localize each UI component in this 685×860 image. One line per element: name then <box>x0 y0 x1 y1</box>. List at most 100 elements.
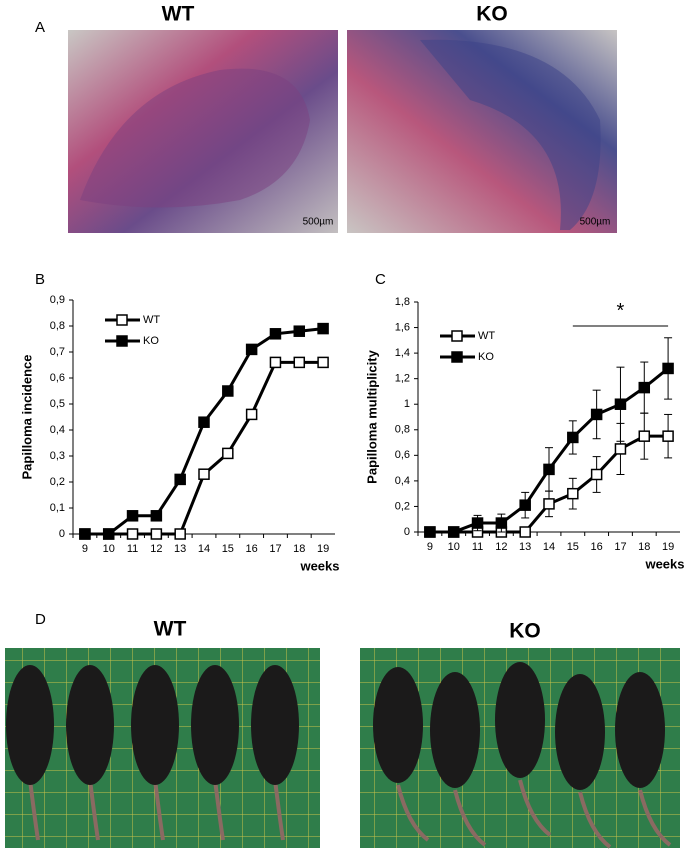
marker <box>590 468 603 481</box>
marker <box>150 528 163 540</box>
x-tick-label: 9 <box>82 543 88 555</box>
marker <box>79 528 91 540</box>
x-tick-label: 16 <box>591 541 603 553</box>
x-tick-label: 11 <box>127 543 138 555</box>
marker <box>245 343 258 356</box>
x-tick-label: 10 <box>448 541 460 553</box>
mouse <box>191 665 239 785</box>
marker <box>198 416 210 428</box>
legend-marker <box>451 351 463 363</box>
y-tick-label: 0 <box>59 528 65 540</box>
image-title: KO <box>476 3 508 26</box>
y-tick-label: 0,7 <box>50 346 65 358</box>
marker <box>543 498 555 510</box>
marker <box>638 430 651 442</box>
x-tick-label: 14 <box>543 541 555 553</box>
y-tick-label: 0,4 <box>50 424 65 436</box>
marker <box>245 408 258 421</box>
tail <box>453 789 487 847</box>
y-tick-label: 0,2 <box>50 476 65 488</box>
photo-title: WT <box>154 618 187 641</box>
marker <box>471 517 484 529</box>
marker <box>614 443 627 455</box>
marker <box>174 473 186 486</box>
marker <box>424 526 436 538</box>
marker <box>567 431 579 444</box>
x-tick-label: 18 <box>293 543 305 555</box>
y-tick-label: 0,8 <box>50 320 65 332</box>
y-tick-label: 1,6 <box>395 321 410 333</box>
mouse <box>615 672 665 788</box>
x-tick-label: 9 <box>427 541 433 553</box>
y-tick-label: 0,6 <box>395 449 410 461</box>
legend-marker <box>116 314 128 326</box>
tail <box>273 779 285 841</box>
x-tick-label: 19 <box>317 543 329 555</box>
y-tick-label: 1,4 <box>395 347 410 359</box>
marker <box>638 381 651 394</box>
annotation: * <box>617 300 625 322</box>
marker <box>102 528 115 540</box>
mouse <box>251 665 299 785</box>
tail <box>578 791 612 849</box>
x-tick-label: 11 <box>472 541 483 553</box>
x-tick-label: 17 <box>614 541 626 553</box>
x-tick-label: 15 <box>567 541 579 553</box>
marker <box>293 325 306 337</box>
y-tick-label: 0,1 <box>50 502 65 514</box>
x-tick-label: 13 <box>174 543 186 555</box>
tissue <box>420 39 601 230</box>
mouse <box>495 662 545 778</box>
x-tick-label: 16 <box>246 543 258 555</box>
marker <box>222 385 234 397</box>
tail <box>518 779 552 837</box>
marker <box>269 328 282 340</box>
x-tick-label: 10 <box>103 543 115 555</box>
x-axis-label: weeks <box>644 556 684 571</box>
y-tick-label: 0,5 <box>50 398 65 410</box>
marker <box>519 526 531 538</box>
panel-label: B <box>35 271 45 288</box>
marker <box>495 517 508 529</box>
x-tick-label: 15 <box>222 543 234 555</box>
x-tick-label: 19 <box>662 541 674 553</box>
marker <box>662 362 674 375</box>
marker <box>662 430 674 442</box>
tail <box>213 779 225 841</box>
x-tick-label: 12 <box>150 543 162 555</box>
marker <box>293 356 306 369</box>
tail <box>88 779 100 841</box>
tail <box>153 779 165 841</box>
y-tick-label: 0 <box>404 526 410 538</box>
marker <box>174 528 186 540</box>
panel-label: C <box>375 271 386 288</box>
y-tick-label: 1 <box>404 398 410 410</box>
y-axis-label: Papilloma incidence <box>19 355 34 480</box>
series-line <box>84 327 324 536</box>
marker <box>543 463 555 476</box>
scale-bar-label: 500µm <box>580 217 611 228</box>
marker <box>519 499 531 511</box>
tail <box>396 784 430 842</box>
legend-label: KO <box>143 335 159 347</box>
marker <box>198 468 210 480</box>
x-tick-label: 14 <box>198 543 210 555</box>
legend-label: WT <box>478 330 495 342</box>
y-tick-label: 0,4 <box>395 475 410 487</box>
mouse <box>555 674 605 790</box>
legend-marker <box>116 335 128 347</box>
legend-label: KO <box>478 351 494 363</box>
scale-bar-label: 500µm <box>303 217 334 228</box>
tissue <box>80 68 310 208</box>
mouse <box>131 665 179 785</box>
tail <box>28 779 40 841</box>
y-tick-label: 0,8 <box>395 424 410 436</box>
marker <box>614 398 627 410</box>
marker <box>126 528 139 540</box>
marker <box>126 510 139 522</box>
legend-label: WT <box>143 314 160 326</box>
panel-label: D <box>35 611 46 628</box>
mouse <box>66 665 114 785</box>
y-tick-label: 0,3 <box>50 450 65 462</box>
